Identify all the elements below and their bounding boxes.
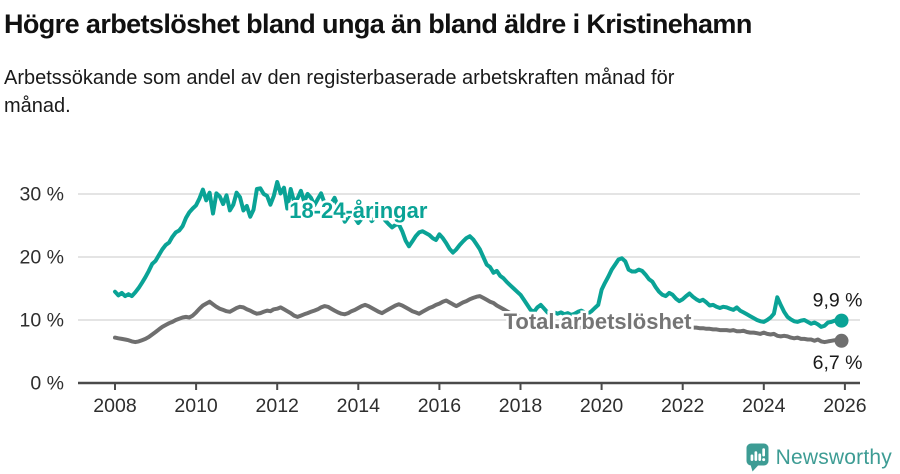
series-line (113, 294, 844, 345)
series-line (113, 180, 844, 329)
series-end-dot (834, 313, 849, 328)
newsworthy-speech-bubble-bar-chart-icon (746, 443, 769, 472)
x-axis-tick-label: 2014 (337, 395, 381, 417)
x-axis-tick-label: 2010 (174, 395, 218, 417)
y-axis-tick-label: 10 % (20, 310, 64, 332)
newsworthy-brand: Newsworthy (746, 443, 892, 472)
unemployment-line-chart: 0 % 10 % 20 % 30 % 2008 2010 2012 2014 2016 2018 2… (0, 150, 900, 474)
x-axis-tick-label: 2012 (256, 395, 299, 417)
chart-header: Högre arbetslöshet bland unga än bland ä… (0, 0, 900, 120)
series-end-value-label: 6,7 % (813, 352, 863, 374)
x-axis-tick-label: 2018 (499, 395, 542, 417)
x-axis-tick-label: 2022 (661, 395, 704, 417)
x-axis-tick-label: 2008 (93, 395, 136, 417)
x-axis-tick-label: 2020 (580, 395, 624, 417)
series-end-dot (834, 333, 849, 348)
brand-name: Newsworthy (775, 445, 892, 469)
x-axis-tick-label: 2024 (742, 395, 786, 417)
line-chart-canvas: 0 % 10 % 20 % 30 % 2008 2010 2012 2014 2016 2018 2… (20, 180, 867, 417)
series-inline-label: Total arbetslöshet (504, 309, 693, 334)
page-title: Högre arbetslöshet bland unga än bland ä… (4, 9, 752, 39)
series-end-value-label: 9,9 % (813, 290, 863, 312)
series-inline-label: 18-24-åringar (289, 198, 428, 223)
x-axis-tick-label: 2026 (823, 395, 866, 417)
y-axis-tick-label: 30 % (20, 184, 64, 206)
x-axis-tick-label: 2016 (418, 395, 461, 417)
chart-subtitle: Arbetssökande som andel av den registerb… (4, 67, 675, 117)
y-axis-tick-label: 20 % (20, 247, 64, 269)
y-axis-tick-label: 0 % (30, 373, 64, 395)
